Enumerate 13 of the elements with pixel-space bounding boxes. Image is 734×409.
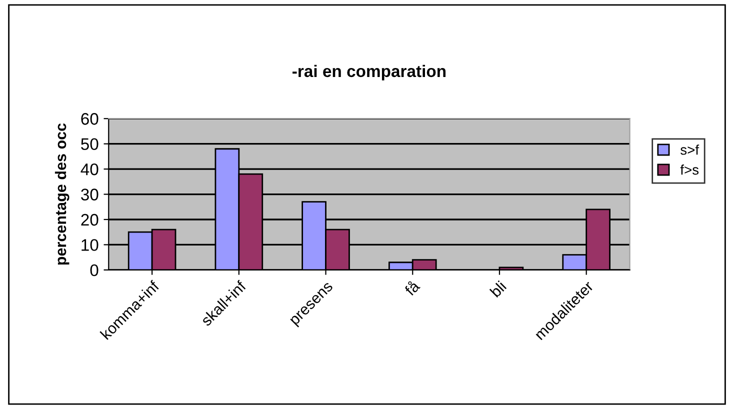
- legend-label: s>f: [680, 144, 700, 155]
- chart-title: -rai en comparation: [292, 64, 446, 80]
- y-tick-label: 10: [82, 239, 98, 251]
- x-tick-label: bli: [489, 280, 507, 298]
- y-tick-label: 60: [81, 113, 98, 125]
- legend-label: f>s: [680, 164, 699, 175]
- y-tick-label: 0: [90, 264, 98, 276]
- y-tick-label: 30: [81, 188, 98, 200]
- y-tick-label: 40: [80, 163, 98, 176]
- y-tick-label: 50: [81, 138, 98, 150]
- x-tick-label: få: [402, 278, 421, 296]
- y-tick-label: 20: [81, 214, 98, 226]
- y-axis-title: percentage des occ: [54, 123, 70, 265]
